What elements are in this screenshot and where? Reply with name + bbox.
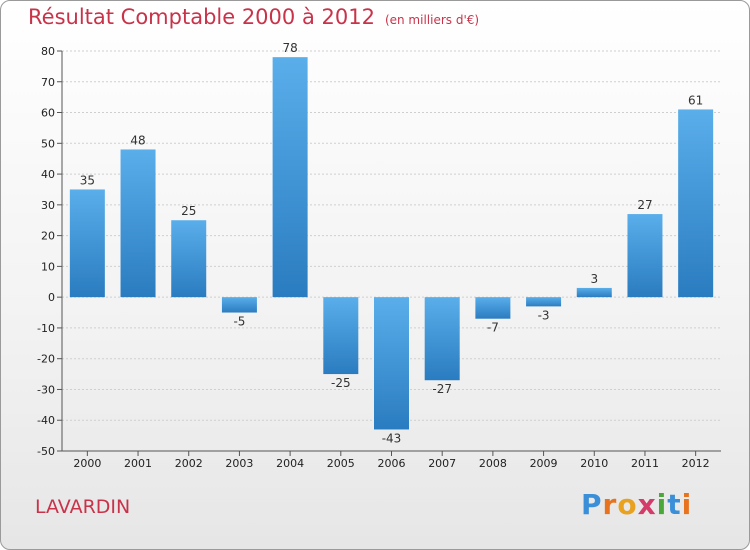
- chart-unit: (en milliers d'€): [384, 13, 480, 27]
- chart-title: Résultat Comptable 2000 à 2012 (en millie…: [28, 5, 479, 29]
- x-tick-label: 2011: [631, 457, 659, 470]
- chart-title-text: Résultat Comptable 2000 à 2012: [28, 5, 375, 29]
- logo-letter: x: [637, 488, 657, 521]
- data-label: -43: [382, 431, 402, 445]
- logo-letter: i: [681, 488, 693, 521]
- data-label: 25: [181, 204, 196, 218]
- y-tick-label: -40: [37, 414, 55, 427]
- logo-letter: o: [617, 488, 638, 521]
- bar: [171, 220, 207, 298]
- bar: [221, 297, 257, 313]
- x-tick-label: 2002: [175, 457, 203, 470]
- data-label: 61: [688, 93, 703, 107]
- x-tick-label: 2005: [327, 457, 355, 470]
- data-label: 3: [590, 272, 598, 286]
- x-tick-label: 2003: [225, 457, 253, 470]
- x-tick-label: 2000: [73, 457, 101, 470]
- x-tick-label: 2012: [682, 457, 710, 470]
- logo-letter: P: [581, 488, 603, 521]
- data-label: 27: [637, 198, 652, 212]
- bar: [69, 189, 105, 298]
- logo-letter: i: [656, 488, 668, 521]
- y-tick-label: 40: [41, 168, 55, 181]
- bar: [475, 297, 511, 319]
- x-tick-label: 2009: [530, 457, 558, 470]
- data-label: -25: [331, 376, 351, 390]
- y-tick-label: 50: [41, 137, 55, 150]
- bar: [424, 297, 460, 381]
- commune-name: LAVARDIN: [35, 496, 131, 518]
- data-label: -7: [487, 321, 499, 335]
- proxiti-logo: Proxiti: [581, 488, 692, 521]
- y-tick-label: -20: [37, 353, 55, 366]
- y-tick-label: 20: [41, 230, 55, 243]
- logo-letter: r: [602, 488, 618, 521]
- y-tick-label: 70: [41, 76, 55, 89]
- data-label: -3: [538, 308, 550, 322]
- bar: [627, 214, 663, 298]
- x-tick-label: 2007: [428, 457, 456, 470]
- bar: [120, 149, 156, 298]
- bar: [323, 297, 359, 375]
- x-tick-label: 2010: [580, 457, 608, 470]
- data-label: 35: [80, 173, 95, 187]
- data-label: 78: [282, 41, 297, 55]
- y-tick-label: 80: [41, 45, 55, 58]
- data-label: -27: [432, 382, 452, 396]
- logo-letter: t: [667, 488, 682, 521]
- bar: [678, 109, 714, 298]
- bar: [576, 287, 612, 298]
- data-label: 48: [130, 133, 145, 147]
- bar: [272, 57, 308, 298]
- y-tick-label: -10: [37, 322, 55, 335]
- y-tick-label: 10: [41, 260, 55, 273]
- x-tick-label: 2006: [378, 457, 406, 470]
- y-tick-label: -50: [37, 445, 55, 458]
- data-label: -5: [233, 315, 245, 329]
- y-tick-label: 30: [41, 199, 55, 212]
- y-tick-label: -30: [37, 383, 55, 396]
- x-tick-label: 2008: [479, 457, 507, 470]
- bar: [526, 297, 562, 307]
- y-tick-label: 0: [48, 291, 55, 304]
- x-tick-label: 2001: [124, 457, 152, 470]
- x-tick-label: 2004: [276, 457, 304, 470]
- bar: [374, 297, 409, 430]
- y-tick-label: 60: [41, 107, 55, 120]
